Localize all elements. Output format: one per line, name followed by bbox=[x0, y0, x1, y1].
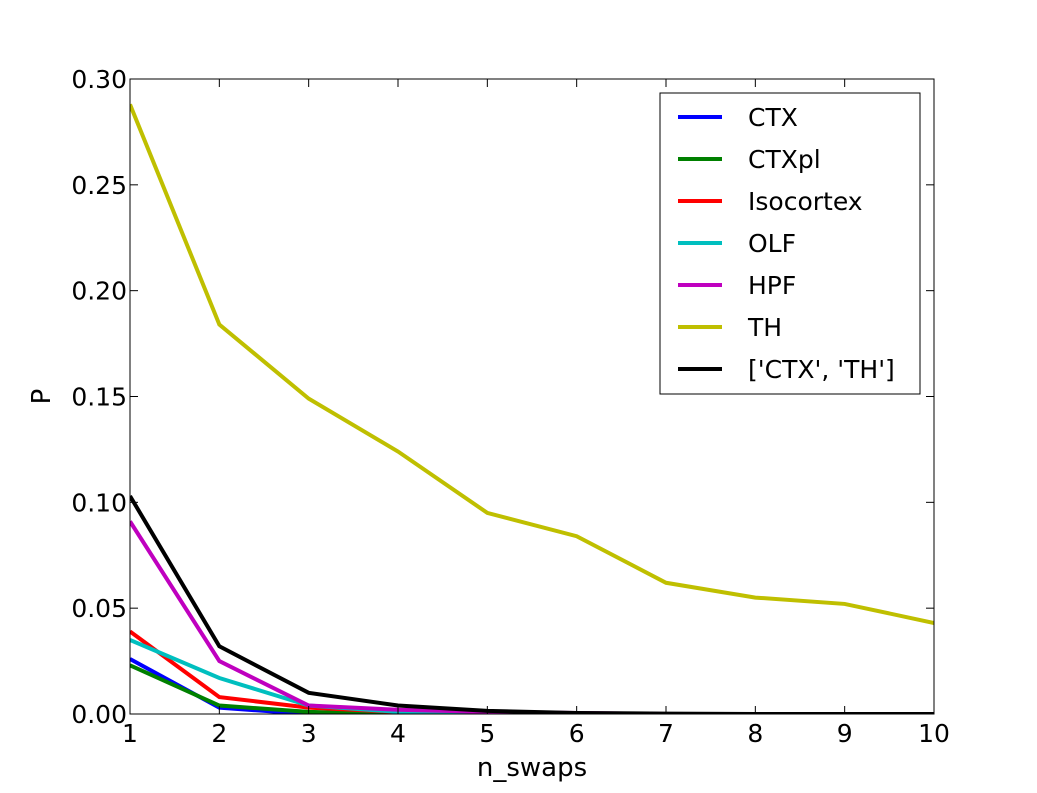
legend-label-6: ['CTX', 'TH'] bbox=[748, 355, 895, 384]
x-tick-label: 6 bbox=[569, 719, 585, 748]
y-axis-label: P bbox=[27, 389, 57, 405]
y-tick-label: 0.00 bbox=[71, 700, 127, 729]
series-line-0 bbox=[130, 657, 934, 714]
y-tick-label: 0.30 bbox=[71, 65, 127, 94]
series-line-2 bbox=[130, 629, 934, 714]
series-line-5 bbox=[130, 103, 934, 625]
legend-label-4: HPF bbox=[748, 271, 796, 300]
x-tick-label: 10 bbox=[918, 719, 950, 748]
series-line-6 bbox=[130, 494, 934, 714]
x-tick-label: 5 bbox=[479, 719, 495, 748]
legend-label-2: Isocortex bbox=[748, 187, 863, 216]
tick-labels: 1 2 3 4 5 6 7 8 9 10 0.00 0.05 0.10 0.15 0.20 0.25 0.30 bbox=[71, 65, 950, 748]
x-tick-label: 1 bbox=[122, 719, 138, 748]
series-line-1 bbox=[130, 663, 934, 714]
y-tick-label: 0.15 bbox=[71, 383, 127, 412]
y-tick-label: 0.05 bbox=[71, 594, 127, 623]
legend: CTX CTXpl Isocortex OLF HPF TH ['CTX', 'TH'] bbox=[659, 92, 921, 395]
y-tick-label: 0.20 bbox=[71, 277, 127, 306]
series-line-3 bbox=[130, 638, 934, 714]
plot-lines bbox=[130, 103, 934, 714]
legend-label-0: CTX bbox=[748, 103, 798, 132]
legend-label-3: OLF bbox=[748, 229, 796, 258]
x-tick-label: 8 bbox=[747, 719, 763, 748]
y-tick-label: 0.10 bbox=[71, 488, 127, 517]
legend-label-5: TH bbox=[747, 313, 782, 342]
x-tick-label: 9 bbox=[837, 719, 853, 748]
y-tick-label: 0.25 bbox=[71, 171, 127, 200]
x-tick-label: 2 bbox=[211, 719, 227, 748]
x-tick-label: 7 bbox=[658, 719, 674, 748]
x-tick-label: 4 bbox=[390, 719, 406, 748]
legend-label-1: CTXpl bbox=[748, 145, 821, 174]
axis-ticks bbox=[129, 78, 935, 715]
x-axis-label: n_swaps bbox=[477, 753, 587, 783]
x-tick-label: 3 bbox=[301, 719, 317, 748]
